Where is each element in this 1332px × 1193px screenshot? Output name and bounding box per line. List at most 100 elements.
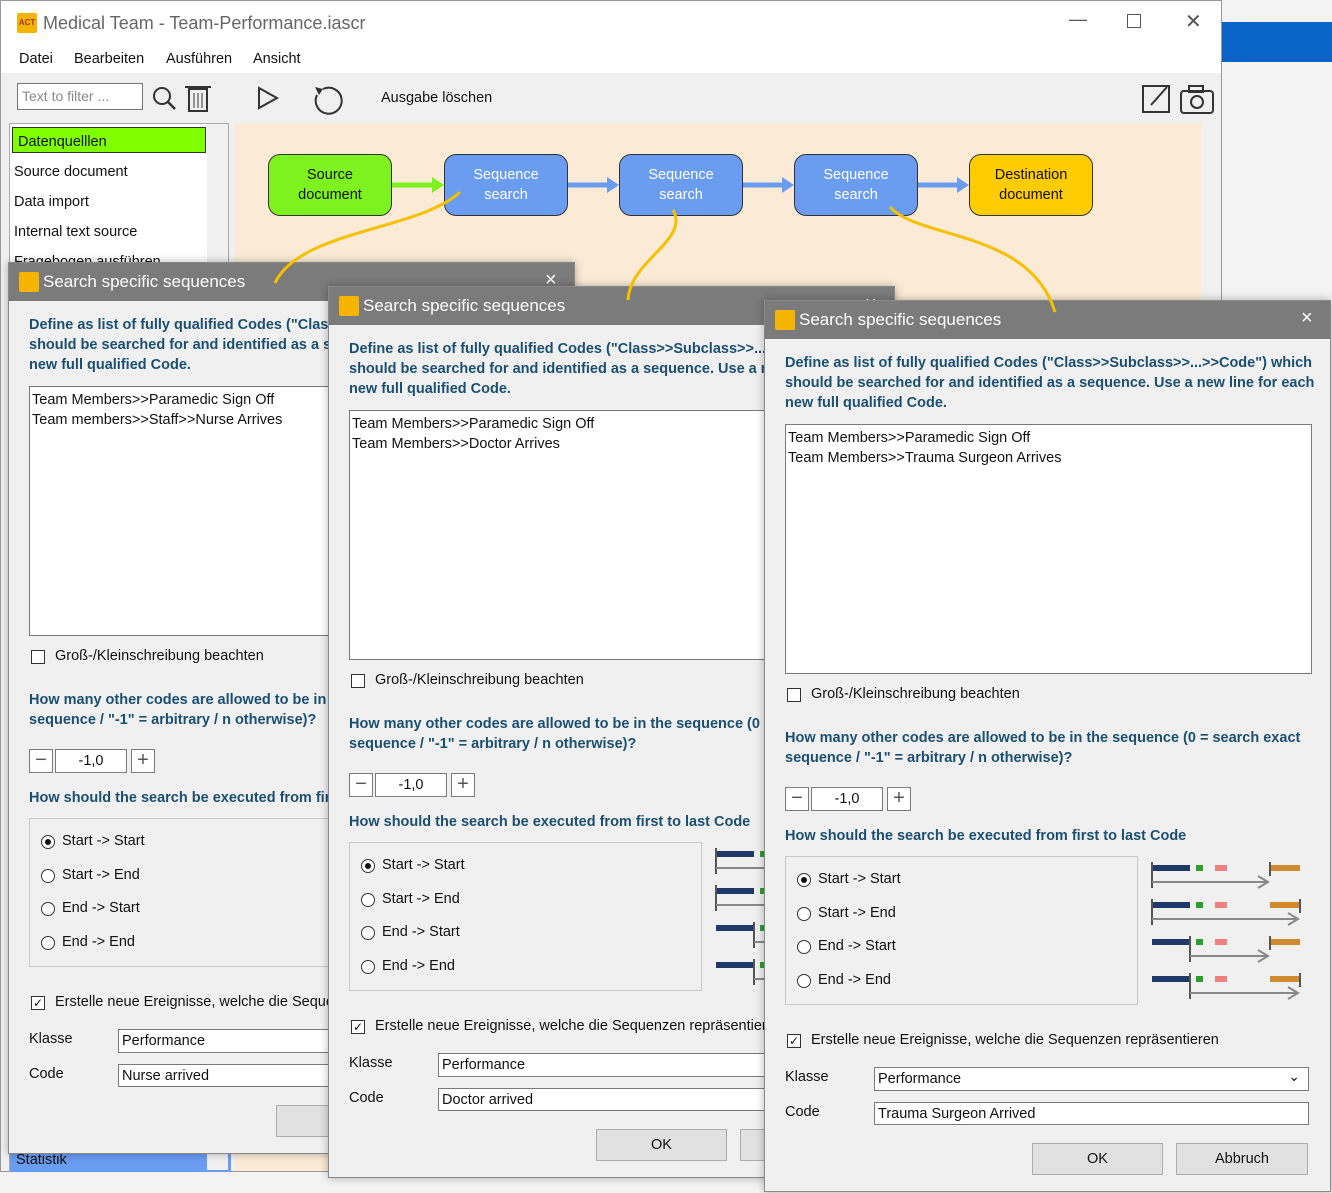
mode-radio[interactable]: [41, 869, 55, 883]
flow-node[interactable]: Destination document: [969, 154, 1093, 216]
sidebar-item[interactable]: Source document: [14, 164, 128, 180]
flow-node[interactable]: Source document: [268, 154, 392, 216]
instruction: Define as list of fully qualified Codes …: [785, 355, 1315, 411]
illus-pink: [1215, 865, 1227, 871]
spin-input[interactable]: -1,0: [375, 773, 447, 797]
mode-label: Start -> End: [382, 891, 460, 907]
mode-radio[interactable]: [797, 873, 811, 887]
klasse-value: Performance: [122, 1033, 206, 1049]
mode-group: [349, 842, 702, 991]
flow-node[interactable]: Sequence search: [794, 154, 918, 216]
dialog-icon: [19, 272, 39, 292]
clear-output[interactable]: Ausgabe löschen: [381, 90, 493, 106]
mode-label: Start -> End: [62, 867, 140, 883]
mode-radio[interactable]: [41, 902, 55, 916]
mode-radio[interactable]: [41, 835, 55, 849]
menu-item[interactable]: Datei: [19, 51, 53, 67]
close[interactable]: ✕: [1185, 11, 1202, 33]
spin-input[interactable]: -1,0: [811, 787, 883, 811]
mode-radio[interactable]: [361, 859, 375, 873]
illus-end: [1270, 865, 1300, 871]
menu-item[interactable]: Ansicht: [253, 51, 301, 67]
case-checkbox[interactable]: [787, 688, 801, 702]
mode-label: Start -> Start: [62, 833, 145, 849]
code-line: Team Members>>Paramedic Sign Off: [352, 416, 595, 432]
cancel-button[interactable]: Abbruch: [1176, 1143, 1308, 1175]
code-line: Team Members>>Paramedic Sign Off: [788, 430, 1031, 446]
mode-radio[interactable]: [797, 907, 811, 921]
sidebar-item[interactable]: Data import: [14, 194, 89, 210]
mode-label: End -> End: [382, 958, 455, 974]
illus-start: [716, 962, 754, 968]
illus-pink: [1215, 976, 1227, 982]
illus-pink: [1215, 902, 1227, 908]
ok-button[interactable]: OK: [1032, 1143, 1163, 1175]
flow-node-label: Sequence search: [823, 167, 889, 203]
flow-node[interactable]: Sequence search: [619, 154, 743, 216]
instruction: Define as list of fully qualified Codes …: [349, 341, 879, 397]
illus-start: [716, 851, 754, 857]
dialog-icon: [775, 310, 795, 330]
codes-textarea[interactable]: Team Members>>Paramedic Sign Off Team Mem…: [785, 424, 1312, 674]
klasse-select[interactable]: Performance ⌄: [874, 1067, 1309, 1091]
flow-node[interactable]: Sequence search: [444, 154, 568, 216]
mode-label: End -> Start: [818, 938, 896, 954]
mode-label: Start -> Start: [382, 857, 465, 873]
mode-radio[interactable]: [361, 960, 375, 974]
illus-start: [1152, 902, 1190, 908]
ok-button[interactable]: OK: [596, 1129, 727, 1161]
mode-radio[interactable]: [797, 974, 811, 988]
title-bar: ACT Medical Team - Team-Performance.iasc…: [1, 1, 1221, 43]
spin-plus[interactable]: +: [887, 787, 911, 811]
maximize[interactable]: [1127, 14, 1141, 28]
edit-tools: [1142, 85, 1214, 114]
spin-minus[interactable]: −: [785, 787, 809, 811]
flow-arrowhead: [432, 177, 444, 193]
menu-item[interactable]: Ausführen: [166, 51, 233, 67]
create-checkbox[interactable]: ✓: [351, 1020, 365, 1034]
code-input[interactable]: Trauma Surgeon Arrived: [874, 1102, 1309, 1125]
minimize[interactable]: —: [1069, 9, 1087, 29]
create-label: Erstelle neue Ereignisse, welche die Seq…: [811, 1032, 1219, 1048]
filter-input[interactable]: Text to filter ...: [17, 83, 143, 110]
flow-arrows: [392, 177, 969, 193]
create-checkbox[interactable]: ✓: [787, 1034, 801, 1048]
mode-radio[interactable]: [361, 926, 375, 940]
case-checkbox[interactable]: [351, 674, 365, 688]
mode-radio[interactable]: [797, 940, 811, 954]
create-checkbox[interactable]: ✓: [31, 996, 45, 1010]
background-app-bar: [1222, 22, 1332, 62]
mode-radio[interactable]: [41, 936, 55, 950]
flow-arrowhead: [607, 177, 619, 193]
spin-plus[interactable]: +: [451, 773, 475, 797]
sidebar-item[interactable]: Statistik: [10, 1152, 231, 1172]
code-line: Team Members>>Paramedic Sign Off: [32, 392, 275, 408]
spin-plus[interactable]: +: [131, 749, 155, 773]
filter-tools: [153, 86, 211, 112]
spin-input[interactable]: -1,0: [55, 749, 127, 773]
code-line: Team Members>>Doctor Arrives: [352, 436, 560, 452]
mode-label: Start -> End: [818, 905, 896, 921]
illus-green: [1196, 902, 1203, 908]
sidebar-item[interactable]: Internal text source: [14, 224, 138, 240]
run-tools: [258, 86, 343, 115]
case-label: Groß-/Kleinschreibung beachten: [811, 686, 1020, 702]
spin-minus[interactable]: −: [29, 749, 53, 773]
menu-item[interactable]: Bearbeiten: [74, 51, 145, 67]
dialog-close[interactable]: ×: [1301, 307, 1313, 329]
sidebar-item[interactable]: Datenquelllen: [12, 127, 206, 153]
radio-dot: [365, 863, 371, 869]
spin-minus[interactable]: −: [349, 773, 373, 797]
illus-arrowhead: [1257, 949, 1270, 963]
illus-start: [1152, 976, 1190, 982]
illus-end: [1270, 976, 1300, 982]
mode-radio[interactable]: [361, 893, 375, 907]
illus-start: [1152, 865, 1190, 871]
mode-label: End -> End: [818, 972, 891, 988]
illus-arrowhead: [1287, 986, 1300, 1000]
dialog-close[interactable]: ×: [545, 269, 557, 291]
create-label: Erstelle neue Ereignisse, welche die Seq…: [375, 1018, 783, 1034]
case-checkbox[interactable]: [31, 650, 45, 664]
klasse-label: Klasse: [349, 1055, 393, 1071]
